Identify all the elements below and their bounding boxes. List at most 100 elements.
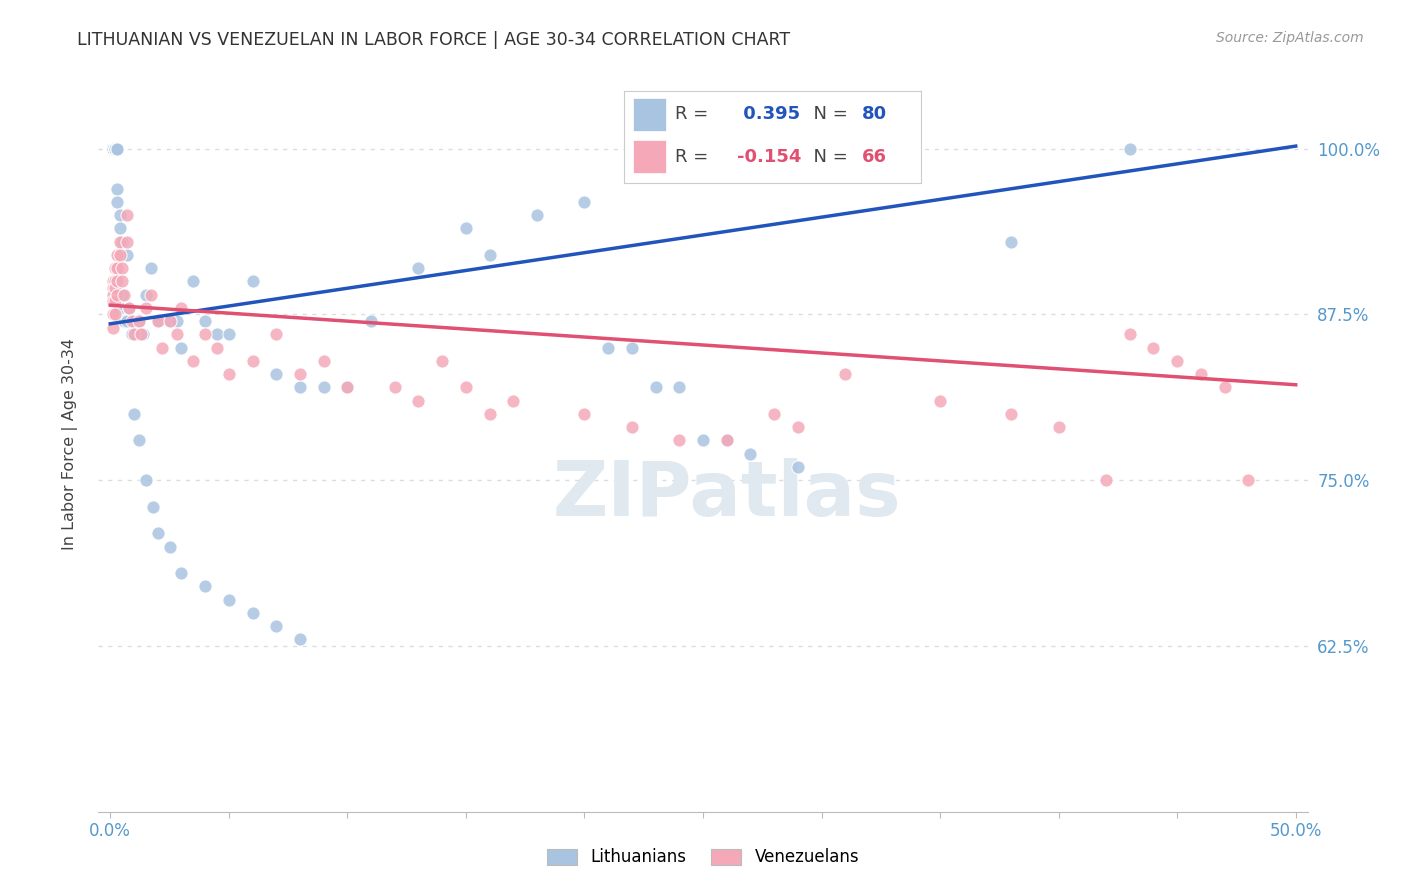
- Point: [1095, 473, 1118, 487]
- Point: [104, 261, 127, 276]
- Point: [166, 327, 188, 342]
- Point: [105, 142, 128, 156]
- Point: [478, 248, 501, 262]
- Point: [101, 142, 124, 156]
- Point: [181, 274, 204, 288]
- Point: [408, 393, 430, 408]
- Point: [104, 142, 127, 156]
- Point: [242, 274, 264, 288]
- Point: [122, 327, 145, 342]
- Point: [104, 142, 127, 156]
- Point: [432, 354, 454, 368]
- Point: [101, 142, 124, 156]
- Point: [104, 142, 127, 156]
- Point: [288, 367, 311, 381]
- Point: [1119, 327, 1142, 342]
- Point: [114, 314, 136, 328]
- Point: [104, 142, 127, 156]
- Point: [104, 274, 127, 288]
- Point: [454, 380, 477, 394]
- Point: [139, 261, 162, 276]
- Text: LITHUANIAN VS VENEZUELAN IN LABOR FORCE | AGE 30-34 CORRELATION CHART: LITHUANIAN VS VENEZUELAN IN LABOR FORCE …: [77, 31, 790, 49]
- Point: [128, 314, 150, 328]
- Point: [336, 380, 359, 394]
- Point: [1142, 341, 1164, 355]
- Point: [384, 380, 406, 394]
- Point: [159, 314, 181, 328]
- Point: [115, 248, 138, 262]
- Point: [170, 301, 193, 315]
- Point: [644, 380, 666, 394]
- Point: [181, 354, 204, 368]
- Point: [288, 380, 311, 394]
- Point: [834, 367, 856, 381]
- Point: [360, 314, 382, 328]
- Point: [104, 294, 127, 309]
- Point: [194, 327, 217, 342]
- Point: [312, 380, 335, 394]
- Point: [118, 301, 141, 315]
- Point: [101, 308, 124, 322]
- Point: [312, 354, 335, 368]
- Point: [218, 327, 240, 342]
- Point: [104, 142, 127, 156]
- Point: [115, 314, 138, 328]
- Point: [242, 606, 264, 620]
- Point: [478, 407, 501, 421]
- Point: [111, 274, 134, 288]
- Point: [104, 281, 127, 295]
- Point: [101, 142, 124, 156]
- Point: [1119, 142, 1142, 156]
- Point: [101, 142, 124, 156]
- Point: [128, 314, 150, 328]
- Point: [194, 579, 217, 593]
- Point: [740, 447, 762, 461]
- Point: [620, 341, 643, 355]
- Point: [101, 142, 124, 156]
- Point: [336, 380, 359, 394]
- Point: [108, 208, 131, 222]
- Point: [264, 327, 287, 342]
- Point: [101, 287, 124, 301]
- Point: [101, 142, 124, 156]
- Point: [786, 460, 808, 475]
- Point: [668, 434, 690, 448]
- Point: [101, 142, 124, 156]
- Point: [104, 142, 127, 156]
- Point: [111, 287, 134, 301]
- Point: [1237, 473, 1260, 487]
- Point: [288, 632, 311, 647]
- Point: [122, 314, 145, 328]
- Point: [129, 327, 152, 342]
- Point: [264, 367, 287, 381]
- Text: ZIPatlas: ZIPatlas: [553, 458, 901, 533]
- Point: [132, 327, 155, 342]
- Point: [111, 261, 134, 276]
- Point: [166, 314, 188, 328]
- Point: [104, 142, 127, 156]
- Point: [170, 341, 193, 355]
- Y-axis label: In Labor Force | Age 30-34: In Labor Force | Age 30-34: [62, 338, 77, 549]
- Point: [1166, 354, 1188, 368]
- Point: [108, 301, 131, 315]
- Point: [170, 566, 193, 580]
- Point: [526, 208, 548, 222]
- Point: [929, 393, 952, 408]
- Point: [139, 287, 162, 301]
- Point: [205, 341, 228, 355]
- Point: [101, 281, 124, 295]
- Point: [716, 434, 738, 448]
- Point: [108, 248, 131, 262]
- Point: [146, 314, 169, 328]
- Point: [101, 142, 124, 156]
- Point: [104, 142, 127, 156]
- Point: [101, 142, 124, 156]
- Point: [146, 526, 169, 541]
- Point: [114, 287, 136, 301]
- Point: [205, 327, 228, 342]
- Point: [1189, 367, 1212, 381]
- Point: [121, 314, 143, 328]
- Point: [105, 261, 128, 276]
- Point: [1213, 380, 1236, 394]
- Point: [1047, 420, 1070, 434]
